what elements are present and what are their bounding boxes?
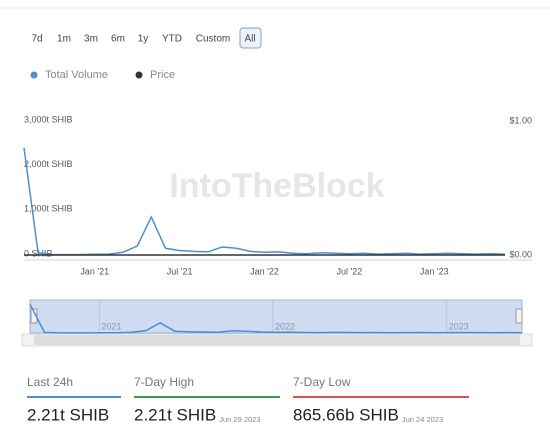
navigator-handle[interactable] bbox=[30, 308, 38, 324]
y2-tick-label: $0.00 bbox=[509, 249, 532, 259]
stat-value: 2.21t SHIB bbox=[134, 405, 216, 424]
range-buttons: 7d 1m 3m 6m 1y YTD Custom All bbox=[31, 34, 255, 45]
line bbox=[23, 147, 506, 256]
y2-tick-label: $1.00 bbox=[509, 115, 532, 125]
range-button[interactable]: Custom bbox=[196, 34, 230, 45]
y-tick-label: 3,000t SHIB bbox=[24, 114, 73, 124]
range-button[interactable]: 1y bbox=[138, 34, 149, 45]
legend-label: Total Volume bbox=[45, 69, 108, 81]
y-tick-label: 2,000t SHIB bbox=[24, 159, 73, 169]
range-button[interactable]: YTD bbox=[162, 34, 182, 45]
selected-button-frame[interactable] bbox=[239, 27, 262, 49]
x-tick-label: Jan '22 bbox=[250, 266, 279, 276]
scrollbar-thumb[interactable] bbox=[34, 335, 520, 345]
stat-label: Last 24h bbox=[27, 375, 73, 389]
navigator-window[interactable] bbox=[29, 299, 523, 334]
navigator-line bbox=[29, 303, 523, 334]
stat-value: 865.66b SHIB bbox=[293, 405, 399, 424]
legend-label: Price bbox=[150, 69, 175, 81]
range-button[interactable]: 3m bbox=[84, 34, 98, 45]
navigator-handle[interactable] bbox=[515, 308, 523, 324]
legend-swatch bbox=[30, 71, 38, 79]
navigator-label: 2022 bbox=[275, 321, 295, 331]
range-button[interactable]: 6m bbox=[111, 34, 125, 45]
stat-label: 7-Day High bbox=[134, 375, 194, 389]
x-tick-label: Jul '22 bbox=[337, 266, 363, 276]
range-button[interactable]: 7d bbox=[31, 34, 42, 45]
x-tick-label: Jul '21 bbox=[167, 266, 193, 276]
navigator-label: 2023 bbox=[449, 321, 469, 331]
stat-value: 2.21t SHIB bbox=[27, 405, 109, 424]
watermark: IntoTheBlock bbox=[169, 167, 384, 205]
range-button[interactable]: 1m bbox=[57, 34, 71, 45]
x-tick-label: Jan '23 bbox=[420, 266, 449, 276]
range-button[interactable]: All bbox=[244, 34, 255, 45]
stat-label: 7-Day Low bbox=[293, 375, 351, 389]
stat-date: Jun 29 2023 bbox=[219, 415, 260, 424]
x-tick-label: Jan '21 bbox=[80, 266, 109, 276]
legend-swatch bbox=[135, 71, 143, 79]
navigator-label: 2021 bbox=[101, 321, 121, 331]
stat-date: Jun 24 2023 bbox=[402, 415, 443, 424]
y-tick-label: 1,000t SHIB bbox=[24, 204, 73, 214]
